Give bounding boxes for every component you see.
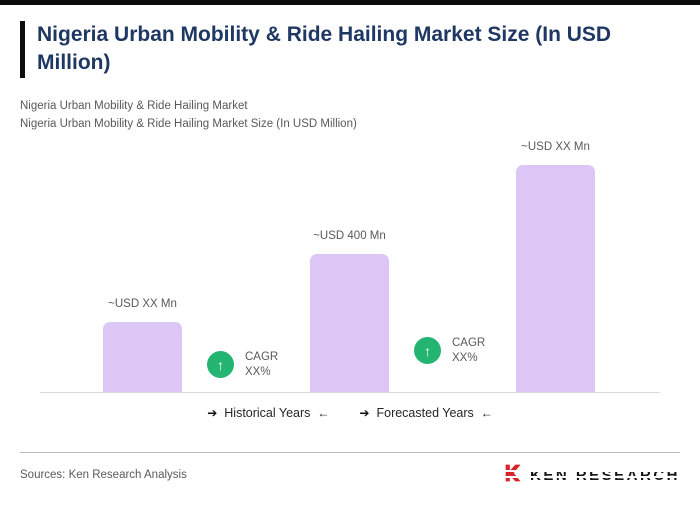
growth-up-arrow-icon: ↑: [414, 337, 441, 365]
footer-divider: [20, 452, 680, 453]
footer: Sources: Ken Research Analysis KEN RESEA…: [20, 461, 680, 489]
growth-up-arrow-icon: ↑: [207, 351, 234, 379]
arrow-left-icon: ←: [480, 406, 493, 420]
bar-chart: ~USD XX Mn ~USD 400 Mn ~USD XX Mn ↑ CAGR…: [40, 120, 660, 393]
cagr-value: XX%: [452, 351, 478, 364]
ken-research-logo-text: KEN RESEARCH: [529, 466, 680, 484]
cagr-annotation-historical: ↑ CAGR XX%: [207, 350, 278, 379]
legend-historical-years: ➔ Historical Years ←: [207, 406, 329, 420]
cagr-label: CAGR: [452, 337, 486, 350]
cagr-text: CAGR XX%: [452, 336, 485, 365]
legend-forecasted-label: Forecasted Years: [376, 406, 474, 420]
cagr-text: CAGR XX%: [245, 350, 278, 379]
bar-forecast: [516, 165, 595, 392]
subtitle-block: Nigeria Urban Mobility & Ride Hailing Ma…: [20, 98, 357, 134]
x-axis-group-legend: ➔ Historical Years ← ➔ Forecasted Years …: [40, 406, 660, 420]
bar-historical: [103, 322, 182, 392]
legend-forecasted-years: ➔ Forecasted Years ←: [359, 406, 492, 420]
subtitle-market: Nigeria Urban Mobility & Ride Hailing Ma…: [20, 100, 248, 112]
cagr-label: CAGR: [245, 351, 279, 364]
cagr-value: XX%: [245, 365, 271, 378]
bar-value-label-forecast: ~USD XX Mn: [521, 141, 590, 154]
sources-text: Sources: Ken Research Analysis: [20, 469, 187, 481]
subtitle-market-size: Nigeria Urban Mobility & Ride Hailing Ma…: [20, 117, 357, 130]
top-border-bar: [0, 0, 700, 5]
arrow-right-icon: ➔: [207, 406, 218, 420]
arrow-left-icon: ←: [317, 406, 330, 420]
bar-value-label-current: ~USD 400 Mn: [313, 230, 386, 243]
page-title: Nigeria Urban Mobility & Ride Hailing Ma…: [20, 21, 680, 78]
arrow-right-icon: ➔: [359, 406, 370, 420]
legend-historical-label: Historical Years: [224, 406, 311, 420]
bar-value-label-historical: ~USD XX Mn: [108, 298, 177, 311]
cagr-annotation-forecast: ↑ CAGR XX%: [414, 336, 485, 365]
ken-research-k-icon: [504, 463, 524, 488]
bar-current: [310, 254, 389, 392]
ken-research-logo: KEN RESEARCH: [503, 463, 680, 488]
